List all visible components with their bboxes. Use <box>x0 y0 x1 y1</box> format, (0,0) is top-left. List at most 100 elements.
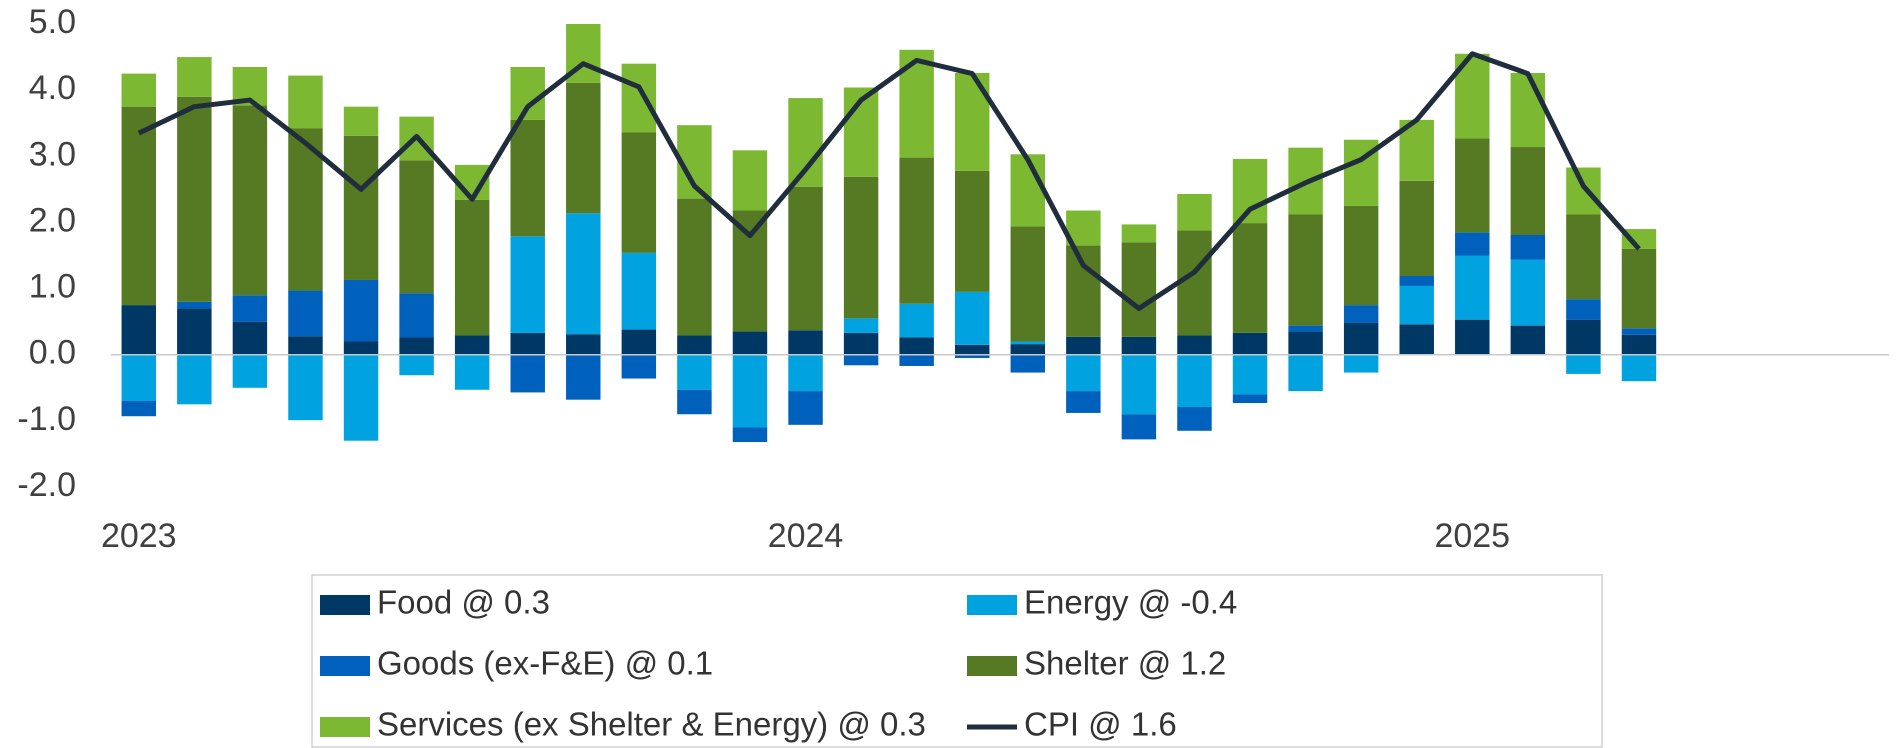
y-tick-label: 0.0 <box>29 334 76 372</box>
legend-swatch <box>320 656 370 676</box>
y-tick-label: 3.0 <box>29 135 76 173</box>
bar-segment <box>677 354 712 390</box>
bar-segment <box>954 170 990 292</box>
bar-segment <box>1232 354 1268 395</box>
legend-label: CPI @ 1.6 <box>1024 706 1177 743</box>
bar-segment <box>621 329 657 355</box>
legend-label: Services (ex Shelter & Energy) @ 0.3 <box>377 706 926 743</box>
bar-segment <box>1232 332 1268 355</box>
bar-segment <box>1288 354 1323 392</box>
bar-segment <box>399 337 434 355</box>
bar-segment <box>899 303 934 338</box>
bar-segment <box>954 291 990 345</box>
bar-segment <box>843 332 879 355</box>
bar-segment <box>121 73 157 107</box>
bar-segment <box>1010 354 1046 373</box>
bar-segment <box>1010 344 1046 355</box>
bar-segment <box>1455 138 1490 233</box>
y-tick-label: 2.0 <box>29 201 76 239</box>
bar-segment <box>1177 354 1212 407</box>
bar-segment <box>1399 324 1434 355</box>
bar-segment <box>1121 224 1157 243</box>
bar-segment <box>510 119 545 237</box>
bar-segment <box>1510 147 1546 235</box>
bar-segment <box>1010 154 1046 227</box>
bar-segment <box>1566 167 1601 215</box>
bar-segment <box>399 354 434 376</box>
bar-segment <box>1566 214 1601 300</box>
bar-segment <box>1177 335 1212 355</box>
bar-segment <box>1066 336 1101 355</box>
bar-segment <box>510 354 545 393</box>
bar-segment <box>566 82 601 214</box>
bar-segment <box>1232 394 1268 403</box>
bar-segment <box>1510 325 1546 355</box>
bar-segment <box>621 132 657 253</box>
bar-segment <box>899 354 934 366</box>
bar-segment <box>232 354 268 388</box>
bar-segment <box>1343 322 1379 355</box>
legend-box <box>311 574 1603 748</box>
bar-segment <box>1343 205 1379 306</box>
bar-segment <box>343 279 379 342</box>
bar-segment <box>621 63 657 133</box>
bar-segment <box>177 96 212 302</box>
bar-segment <box>232 321 268 355</box>
bar-segment <box>288 354 323 421</box>
x-tick-label: 2024 <box>768 517 844 555</box>
y-tick-label: 4.0 <box>29 69 76 107</box>
bar-segment <box>677 198 712 336</box>
bar-segment <box>177 57 212 97</box>
legend-label: Energy @ -0.4 <box>1024 584 1237 621</box>
bar-segment <box>1399 276 1434 286</box>
bar-segment <box>1010 341 1046 345</box>
bar-segment <box>566 354 601 400</box>
bar-segment <box>288 75 323 129</box>
bar-segment <box>121 401 157 417</box>
bar-segment <box>1455 319 1490 355</box>
x-tick-label: 2025 <box>1434 517 1510 555</box>
bar-segment <box>1232 223 1268 333</box>
bar-segment <box>954 72 990 171</box>
bar-segment <box>1232 158 1268 224</box>
bar-segment <box>954 344 990 355</box>
bar-segment <box>1455 232 1490 256</box>
y-tick-label: 1.0 <box>29 268 76 306</box>
bar-segment <box>732 427 768 443</box>
bar-segment <box>454 354 490 390</box>
bar-segment <box>232 105 268 296</box>
bar-segment <box>1455 255 1490 320</box>
bar-segment <box>1566 319 1601 355</box>
bar-segment <box>899 337 934 355</box>
bar-segment <box>732 354 768 428</box>
bar-segment <box>1510 72 1546 148</box>
bar-segment <box>1621 354 1657 382</box>
bar-segment <box>1121 242 1157 337</box>
bar-segment <box>510 236 545 333</box>
bar-segment <box>1177 406 1212 431</box>
bar-segment <box>1288 214 1323 326</box>
bar-segment <box>1177 230 1212 336</box>
bar-segment <box>343 135 379 280</box>
bar-segment <box>1566 354 1601 374</box>
cpi-line <box>137 51 1641 311</box>
bar-segment <box>232 295 268 322</box>
bar-segment <box>899 157 934 304</box>
bar-segment <box>788 98 823 187</box>
bar-segment <box>288 336 323 355</box>
bar-segment <box>399 293 434 338</box>
bar-segment <box>1399 180 1434 277</box>
bar-segment <box>1010 226 1046 342</box>
bar-segment <box>732 331 768 355</box>
bar-segment <box>1121 354 1157 415</box>
bar-segment <box>1066 391 1101 413</box>
legend-swatch <box>320 595 370 615</box>
bar-segment <box>1621 334 1657 355</box>
legend-label: Goods (ex-F&E) @ 0.1 <box>377 645 713 682</box>
y-tick-label: -2.0 <box>17 466 76 504</box>
legend-swatch <box>967 656 1017 676</box>
bar-segment <box>343 106 379 136</box>
bar-segment <box>788 391 823 425</box>
bar-segment <box>566 334 601 355</box>
bar-segment <box>843 318 879 333</box>
